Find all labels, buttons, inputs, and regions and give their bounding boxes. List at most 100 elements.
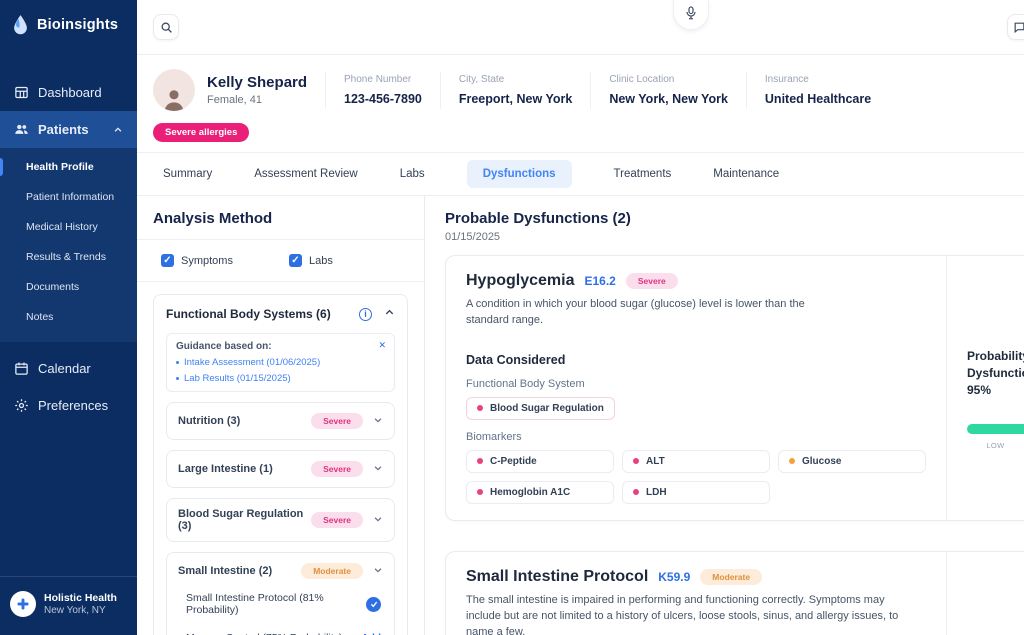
sidebar-bottom: Holistic Health New York, NY [0, 576, 137, 635]
chevron-down-icon[interactable] [373, 460, 383, 478]
patient-field-clinic-location: Clinic Location New York, New York [590, 71, 746, 109]
microphone-button[interactable] [673, 0, 709, 30]
guidance-link-intake[interactable]: Intake Assessment (01/06/2025) [176, 357, 385, 368]
tab-assessment-review[interactable]: Assessment Review [254, 168, 358, 180]
guidance-link-labs[interactable]: Lab Results (01/15/2025) [176, 373, 385, 384]
sidebar-item-results-trends[interactable]: Results & Trends [0, 242, 137, 272]
dysfunction-title: Hypoglycemia [466, 272, 575, 289]
biomarker-chip-alt[interactable]: ALT [622, 449, 770, 473]
dysfunction-card-small-intestine-protocol: Small Intestine Protocol K59.9 Moderate … [445, 550, 1024, 635]
sidebar-item-preferences[interactable]: Preferences [0, 387, 137, 424]
probability-label: Probability of Dysfunction: [967, 349, 1024, 380]
dysfunction-title: Small Intestine Protocol [466, 567, 649, 585]
submenu-label: Patient Information [26, 191, 115, 203]
chevron-down-icon[interactable] [373, 562, 383, 580]
clinic-location: New York, NY [44, 605, 106, 617]
biomarker-chips: C-Peptide ALT Glucose [466, 449, 926, 504]
chevron-down-icon[interactable] [373, 511, 383, 529]
sidebar-item-health-profile[interactable]: Health Profile [0, 152, 137, 182]
biomarker-chip-ldh[interactable]: LDH [622, 480, 770, 504]
card-left: Small Intestine Protocol K59.9 Moderate … [446, 552, 946, 635]
sidebar: Bioinsights Dashboard Patients Health Pr… [0, 0, 137, 635]
microphone-icon [686, 6, 696, 20]
submenu-label: Health Profile [26, 161, 94, 173]
sidebar-item-documents[interactable]: Documents [0, 272, 137, 302]
dashboard-icon [15, 86, 28, 99]
protocol-label: Mucous Control (75% Probability) [186, 632, 362, 635]
gear-icon [15, 399, 28, 412]
probability-value: 95% [967, 382, 992, 397]
clinic-info[interactable]: Holistic Health New York, NY [0, 576, 137, 635]
sidebar-item-patient-information[interactable]: Patient Information [0, 182, 137, 212]
probability-bar: LOW MODERATE HIGH VERY HIGH [967, 424, 1024, 450]
tab-summary[interactable]: Summary [163, 168, 213, 180]
guidance-title: Guidance based on: [176, 341, 272, 352]
chip-dot [477, 458, 483, 465]
checkbox-checked-icon: ✓ [288, 254, 302, 267]
remove-row: Remove [445, 521, 1024, 551]
scale-label-low: LOW [986, 441, 1005, 451]
submenu-label: Notes [26, 311, 54, 323]
divider [137, 281, 424, 282]
search-icon [161, 22, 172, 33]
dysfunction-card-hypoglycemia: Hypoglycemia E16.2 Severe A condition in… [445, 255, 1024, 521]
system-name: Small Intestine (2) [178, 565, 273, 577]
chip-label: Blood Sugar Regulation [490, 402, 604, 414]
tab-labs[interactable]: Labs [399, 168, 425, 180]
guidance-link-label: Lab Results (01/15/2025) [184, 373, 291, 384]
system-row-header[interactable]: Small Intestine (2) Moderate [178, 562, 383, 580]
field-label: Insurance [764, 73, 809, 85]
dysfunctions-date: 01/15/2025 [445, 231, 501, 243]
guidance-link-label: Intake Assessment (01/06/2025) [184, 357, 321, 368]
checkbox-label: Labs [308, 254, 333, 267]
search-button[interactable] [153, 14, 179, 40]
probability-scale-labels: LOW MODERATE HIGH VERY HIGH [967, 441, 1024, 450]
system-row-small-intestine: Small Intestine (2) Moderate Small Intes… [166, 552, 395, 635]
biomarker-chip-c-peptide[interactable]: C-Peptide [466, 449, 614, 473]
system-row-header[interactable]: Nutrition (3) Severe [178, 412, 383, 430]
chevron-up-icon [385, 309, 394, 315]
system-row-header[interactable]: Blood Sugar Regulation (3) Severe [178, 508, 383, 532]
fbs-chip[interactable]: Blood Sugar Regulation [466, 396, 615, 420]
probability-section: Probability of Dysfunction: [946, 551, 1024, 635]
submenu-label: Results & Trends [26, 251, 106, 263]
symptoms-checkbox[interactable]: ✓ Symptoms [161, 254, 233, 267]
guidance-callout: Guidance based on: Intake Assessment (01… [166, 333, 395, 392]
chevron-down-icon[interactable] [373, 412, 383, 430]
patient-avatar [153, 69, 195, 111]
probability-section: Probability of Dysfunction: 95% Very Hig… [946, 256, 1024, 520]
tab-maintenance[interactable]: Maintenance [713, 168, 780, 180]
system-row-header[interactable]: Large Intestine (1) Severe [178, 460, 383, 478]
sidebar-item-medical-history[interactable]: Medical History [0, 212, 137, 242]
selected-check-icon[interactable] [366, 596, 381, 612]
sidebar-item-calendar[interactable]: Calendar [0, 350, 137, 387]
biomarker-chip-glucose[interactable]: Glucose [778, 449, 926, 473]
submenu-label: Documents [26, 281, 80, 293]
allergy-badge[interactable]: Severe allergies [153, 123, 250, 142]
biomarker-chip-hemoglobin-a1c[interactable]: Hemoglobin A1C [466, 480, 614, 504]
sidebar-item-notes[interactable]: Notes [0, 302, 137, 332]
field-label: City, State [458, 73, 505, 85]
tab-dysfunctions[interactable]: Dysfunctions [466, 160, 572, 188]
sidebar-item-label: Preferences [38, 398, 109, 413]
sidebar-item-label: Patients [38, 122, 89, 137]
labs-checkbox[interactable]: ✓ Labs [288, 254, 333, 267]
add-button[interactable]: Add [362, 633, 381, 635]
close-icon[interactable]: ✕ [378, 340, 386, 350]
sidebar-item-patients[interactable]: Patients [0, 111, 137, 148]
messages-button[interactable] [1006, 14, 1024, 40]
tab-treatments[interactable]: Treatments [613, 168, 672, 180]
brand-name: Bioinsights [37, 17, 119, 33]
severity-badge: Moderate [700, 568, 763, 585]
clinic-name: Holistic Health [44, 591, 117, 604]
dysfunction-description: The small intestine is impaired in perfo… [466, 593, 899, 635]
collapse-button[interactable] [384, 305, 395, 323]
bar-segment-low [967, 424, 1024, 435]
brand-logo[interactable]: Bioinsights [0, 0, 137, 52]
patient-field-city-state: City, State Freeport, New York [439, 71, 590, 109]
severity-badge: Severe [311, 413, 363, 429]
system-row-large-intestine: Large Intestine (1) Severe [166, 450, 395, 488]
info-icon[interactable]: i [359, 307, 372, 321]
sidebar-item-dashboard[interactable]: Dashboard [0, 74, 137, 111]
